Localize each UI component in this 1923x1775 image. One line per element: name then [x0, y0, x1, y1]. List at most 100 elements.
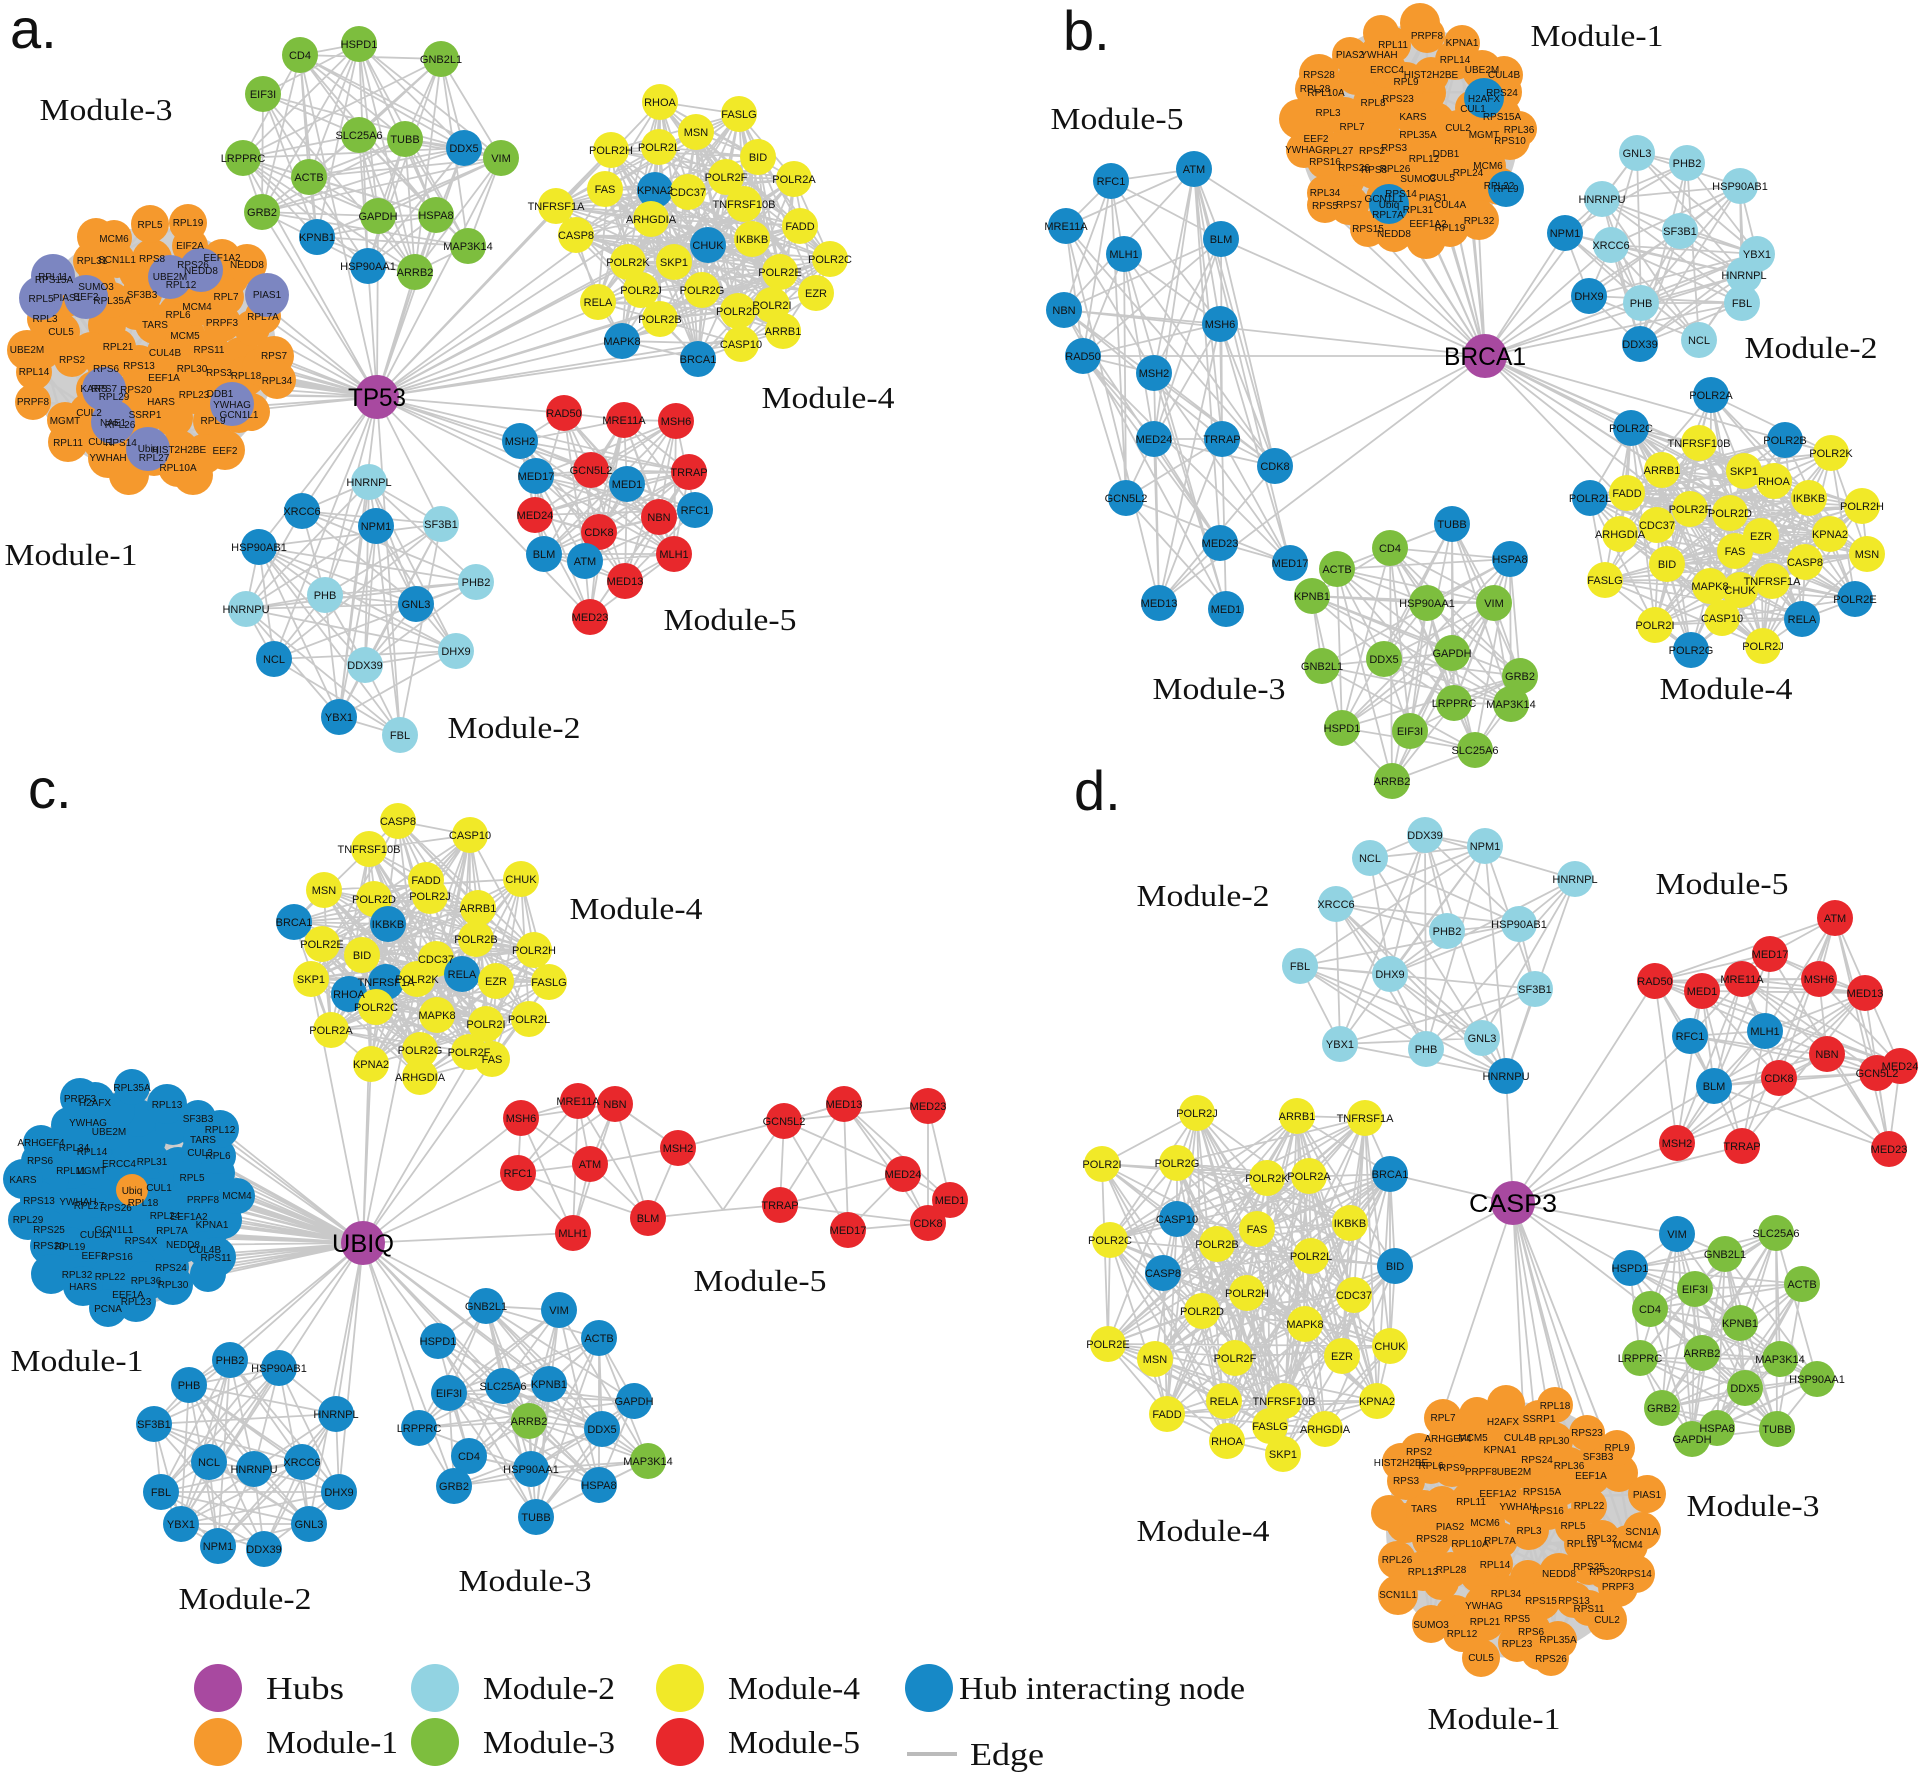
svg-text:YWHAG: YWHAG	[69, 1118, 107, 1129]
svg-text:XRCC6: XRCC6	[1317, 899, 1354, 911]
svg-text:MSN: MSN	[684, 127, 709, 139]
svg-text:TUBB: TUBB	[1437, 519, 1466, 531]
svg-text:LRPPRC: LRPPRC	[397, 1423, 442, 1435]
svg-text:RPS26: RPS26	[1338, 163, 1370, 174]
svg-text:GRB2: GRB2	[247, 207, 277, 219]
svg-text:RPS25: RPS25	[33, 1225, 65, 1236]
svg-text:HNRNPU: HNRNPU	[1578, 194, 1625, 206]
svg-text:RPS2: RPS2	[59, 355, 86, 366]
svg-text:HSPA8: HSPA8	[1699, 1423, 1734, 1435]
svg-text:RPS13: RPS13	[1558, 1596, 1590, 1607]
svg-text:PHB: PHB	[1415, 1044, 1438, 1056]
svg-text:TNFRSF1A: TNFRSF1A	[1744, 576, 1802, 588]
svg-text:CHUK: CHUK	[1374, 1341, 1406, 1353]
svg-text:IKBKB: IKBKB	[1793, 493, 1825, 505]
svg-text:TNFRSF10B: TNFRSF10B	[1253, 1396, 1316, 1408]
svg-text:CUL4B: CUL4B	[149, 348, 182, 359]
svg-text:CUL4B: CUL4B	[1504, 1433, 1537, 1444]
svg-text:RPL32: RPL32	[1587, 1534, 1618, 1545]
svg-text:YWHAG: YWHAG	[213, 400, 251, 411]
svg-text:RAD50: RAD50	[546, 408, 581, 420]
svg-text:TP53: TP53	[348, 384, 406, 412]
svg-text:IKBKB: IKBKB	[1334, 1218, 1366, 1230]
svg-text:GNB2L1: GNB2L1	[1301, 661, 1343, 673]
svg-text:RPL35A: RPL35A	[1539, 1635, 1577, 1646]
svg-text:POLR2B: POLR2B	[454, 934, 497, 946]
svg-text:MAPK8: MAPK8	[603, 336, 640, 348]
svg-text:BRCA1: BRCA1	[1372, 1169, 1409, 1181]
svg-text:H2AFX: H2AFX	[79, 1098, 112, 1109]
svg-text:MED17: MED17	[1752, 949, 1789, 961]
svg-text:DDB1: DDB1	[1433, 149, 1460, 160]
svg-text:RPS16: RPS16	[101, 1252, 133, 1263]
svg-text:NBN: NBN	[1815, 1049, 1838, 1061]
svg-text:GAPDH: GAPDH	[1672, 1434, 1711, 1446]
svg-text:EEF2: EEF2	[73, 292, 98, 303]
svg-text:POLR2D: POLR2D	[1708, 508, 1752, 520]
svg-text:RPS2: RPS2	[1406, 1447, 1433, 1458]
svg-text:PHB2: PHB2	[1433, 926, 1462, 938]
svg-text:EEF1A: EEF1A	[1575, 1471, 1607, 1482]
svg-text:DDX5: DDX5	[449, 143, 478, 155]
svg-text:POLR2B: POLR2B	[1763, 435, 1806, 447]
svg-text:MSH6: MSH6	[506, 1113, 537, 1125]
svg-text:POLR2H: POLR2H	[589, 145, 633, 157]
svg-text:CD4: CD4	[289, 50, 311, 62]
svg-text:RPL30: RPL30	[1539, 1436, 1570, 1447]
svg-text:DDX39: DDX39	[1407, 830, 1442, 842]
svg-text:NPM1: NPM1	[1470, 841, 1501, 853]
svg-text:EIF2A: EIF2A	[176, 241, 204, 252]
svg-text:ARRB1: ARRB1	[1279, 1111, 1316, 1123]
svg-text:RELA: RELA	[448, 969, 477, 981]
svg-text:NPM1: NPM1	[361, 521, 392, 533]
svg-text:MED23: MED23	[1871, 1144, 1908, 1156]
svg-text:RPL34: RPL34	[1491, 1589, 1522, 1600]
svg-text:ARHGDIA: ARHGDIA	[1595, 529, 1646, 541]
svg-text:RPL12: RPL12	[1409, 154, 1440, 165]
svg-text:MCM4: MCM4	[182, 302, 212, 313]
svg-text:RPL6: RPL6	[205, 1151, 230, 1162]
svg-text:HSP90AA1: HSP90AA1	[340, 261, 396, 273]
svg-text:NBN: NBN	[603, 1099, 626, 1111]
svg-text:CHUK: CHUK	[505, 874, 537, 886]
svg-text:TARS: TARS	[190, 1135, 216, 1146]
svg-text:HSPD1: HSPD1	[1324, 723, 1361, 735]
svg-text:SF3B1: SF3B1	[1518, 984, 1552, 996]
svg-text:POLR2C: POLR2C	[354, 1002, 398, 1014]
svg-text:RPL12: RPL12	[1447, 1629, 1478, 1640]
svg-text:RPL35A: RPL35A	[93, 296, 131, 307]
svg-text:GCN5L2: GCN5L2	[1856, 1068, 1899, 1080]
svg-text:POLR2E: POLR2E	[300, 939, 343, 951]
svg-text:UBIQ: UBIQ	[332, 1230, 394, 1258]
svg-text:CASP10: CASP10	[449, 830, 491, 842]
svg-text:MED17: MED17	[518, 471, 555, 483]
svg-text:GCN1L1: GCN1L1	[95, 1225, 134, 1236]
svg-text:MED23: MED23	[572, 612, 609, 624]
svg-text:POLR2H: POLR2H	[1225, 1288, 1269, 1300]
svg-text:RPL27: RPL27	[1323, 146, 1354, 157]
svg-text:POLR2A: POLR2A	[1689, 390, 1733, 402]
svg-text:MSH6: MSH6	[1205, 319, 1236, 331]
svg-text:CDC37: CDC37	[670, 187, 706, 199]
svg-text:RPL36: RPL36	[1504, 125, 1535, 136]
svg-text:PRPF8: PRPF8	[1411, 31, 1444, 42]
svg-text:RPS6: RPS6	[27, 1156, 54, 1167]
svg-text:TUBB: TUBB	[1762, 1424, 1791, 1436]
svg-text:FAS: FAS	[1247, 1224, 1268, 1236]
svg-text:MED23: MED23	[1202, 538, 1239, 550]
svg-text:PIAS2: PIAS2	[1436, 1522, 1465, 1533]
svg-text:BRCA1: BRCA1	[276, 917, 313, 929]
svg-text:TNFRSF10B: TNFRSF10B	[338, 844, 401, 856]
svg-text:RPS7: RPS7	[1336, 200, 1363, 211]
svg-text:GRB2: GRB2	[439, 1481, 469, 1493]
svg-text:RPS28: RPS28	[1303, 70, 1335, 81]
svg-text:UBE2M: UBE2M	[1497, 1467, 1531, 1478]
svg-text:MED1: MED1	[612, 479, 643, 491]
svg-text:RPS2: RPS2	[1359, 146, 1386, 157]
svg-text:ATM: ATM	[574, 556, 596, 568]
svg-text:POLR2I: POLR2I	[752, 300, 791, 312]
svg-text:RPL21: RPL21	[1470, 1617, 1501, 1628]
svg-text:YWHAH: YWHAH	[1360, 50, 1397, 61]
svg-text:BID: BID	[1658, 559, 1676, 571]
svg-text:Module-2: Module-2	[448, 710, 581, 745]
